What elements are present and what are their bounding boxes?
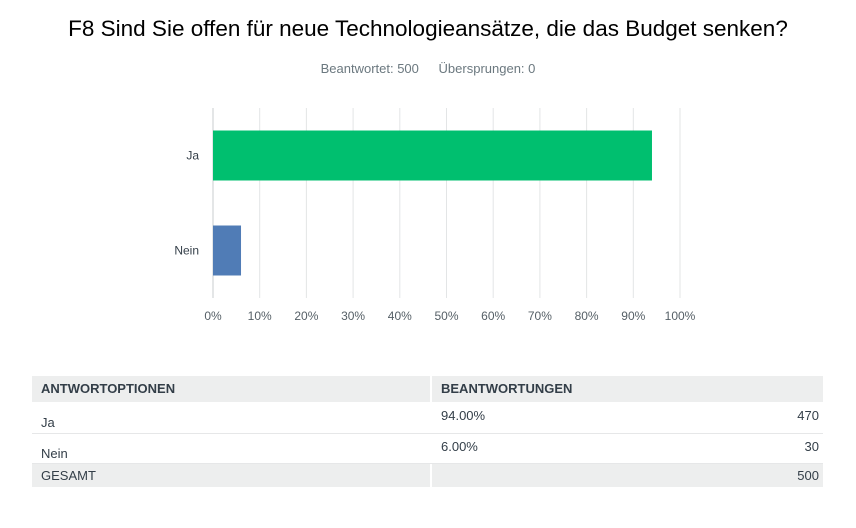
x-tick-label: 0%	[204, 309, 222, 323]
bar-chart: 0% 10% 20% 30% 40% 50% 60% 70% 80% 90% 100% Ja Nein	[174, 108, 696, 323]
row-count: 30	[804, 439, 819, 454]
row-option-label: Ja	[41, 415, 55, 430]
question-title: F8 Sind Sie offen für neue Technologiean…	[68, 16, 788, 41]
x-tick-label: 10%	[248, 309, 272, 323]
bar	[213, 130, 652, 181]
row-option-cell: Nein	[32, 434, 430, 463]
x-tick-label: 100%	[665, 309, 696, 323]
header-options: ANTWORTOPTIONEN	[41, 381, 176, 396]
x-tick-label: 30%	[341, 309, 365, 323]
total-count-cell: 500	[432, 464, 823, 487]
bar	[213, 225, 242, 276]
skipped-count: Übersprungen: 0	[438, 61, 536, 76]
row-option-label: Nein	[41, 446, 68, 461]
category-label: Ja	[186, 149, 199, 163]
x-tick-label: 50%	[434, 309, 458, 323]
total-count: 500	[797, 468, 819, 483]
table-row: Nein 6.00% 30	[32, 434, 823, 464]
response-stats: Beantwortet: 500 Übersprungen: 0	[0, 61, 856, 76]
category-label: Nein	[174, 244, 199, 258]
answered-count: Beantwortet: 500	[320, 61, 419, 76]
row-percent: 6.00%	[441, 439, 478, 454]
table-total-row: GESAMT 500	[32, 464, 823, 487]
x-tick-label: 70%	[528, 309, 552, 323]
x-tick-label: 20%	[294, 309, 318, 323]
x-tick-label: 60%	[481, 309, 505, 323]
total-label: GESAMT	[41, 468, 96, 483]
table-header: ANTWORTOPTIONEN BEANTWORTUNGEN	[32, 376, 823, 402]
x-tick-label: 40%	[388, 309, 412, 323]
table-row: Ja 94.00% 470	[32, 403, 823, 434]
header-responses: BEANTWORTUNGEN	[441, 381, 573, 396]
row-percent: 94.00%	[441, 408, 486, 423]
row-option-cell: Ja	[32, 403, 430, 433]
row-response-cell: 6.00% 30	[432, 434, 823, 463]
x-tick-label: 80%	[575, 309, 599, 323]
row-response-cell: 94.00% 470	[432, 403, 823, 433]
x-tick-label: 90%	[621, 309, 645, 323]
row-count: 470	[797, 408, 819, 423]
